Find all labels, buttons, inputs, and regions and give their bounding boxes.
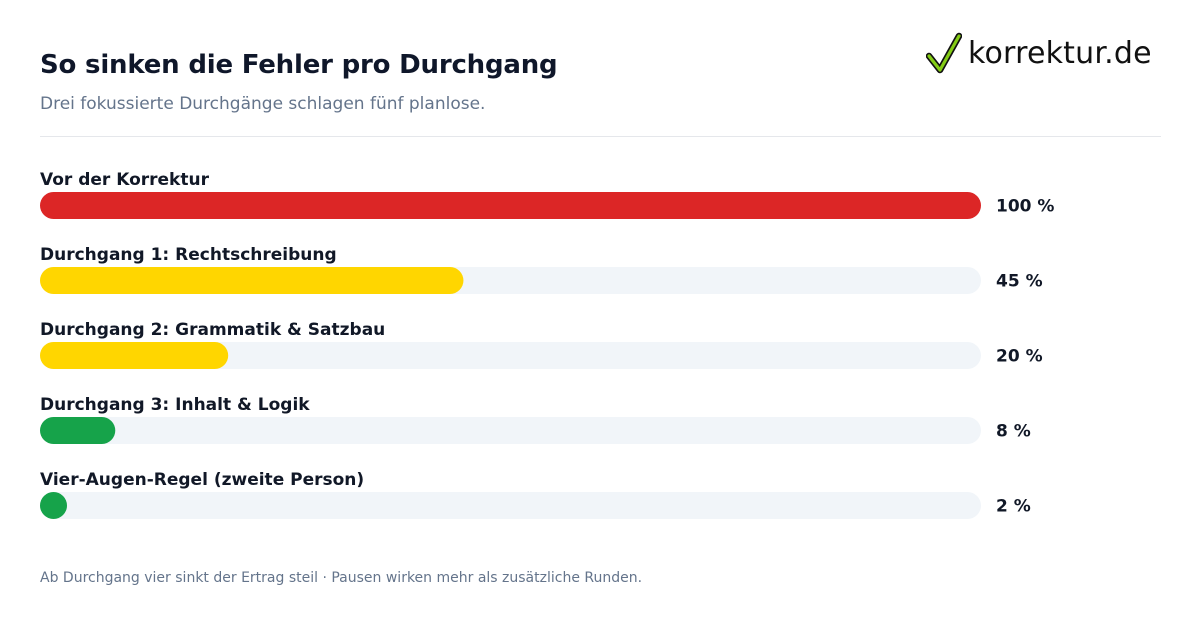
- bar-track: [40, 417, 981, 444]
- category-label: Durchgang 2: Grammatik & Satzbau: [40, 320, 385, 340]
- category-label: Durchgang 1: Rechtschreibung: [40, 245, 337, 265]
- chart-title: So sinken die Fehler pro Durchgang: [40, 50, 558, 80]
- bar-row: Vier-Augen-Regel (zweite Person) 2 %: [40, 470, 1031, 519]
- chart-subtitle: Drei fokussierte Durchgänge schlagen fün…: [40, 94, 486, 114]
- bar: [40, 267, 464, 294]
- header-divider: [40, 136, 1161, 137]
- value-label: 20 %: [996, 347, 1043, 367]
- value-label: 45 %: [996, 272, 1043, 292]
- bar: [40, 417, 116, 444]
- bar-row: Durchgang 2: Grammatik & Satzbau 20 %: [40, 320, 1043, 369]
- brand-name: korrektur.de: [968, 35, 1152, 71]
- category-label: Durchgang 3: Inhalt & Logik: [40, 395, 310, 415]
- value-label: 100 %: [996, 197, 1054, 217]
- bar-row: Vor der Korrektur 100 %: [40, 170, 1054, 219]
- category-label: Vor der Korrektur: [40, 170, 210, 190]
- bar-track: [40, 492, 981, 519]
- footer-note: Ab Durchgang vier sinkt der Ertrag steil…: [40, 570, 643, 586]
- bar-track: [40, 342, 981, 369]
- category-label: Vier-Augen-Regel (zweite Person): [40, 470, 364, 490]
- brand-logo: korrektur.de: [926, 30, 1152, 76]
- bar: [40, 342, 229, 369]
- bar: [40, 492, 67, 519]
- bar-row: Durchgang 1: Rechtschreibung 45 %: [40, 245, 1043, 294]
- bar: [40, 192, 981, 219]
- value-label: 2 %: [996, 497, 1031, 517]
- value-label: 8 %: [996, 422, 1031, 442]
- checkmark-icon: [926, 32, 962, 74]
- bar-row: Durchgang 3: Inhalt & Logik 8 %: [40, 395, 1031, 444]
